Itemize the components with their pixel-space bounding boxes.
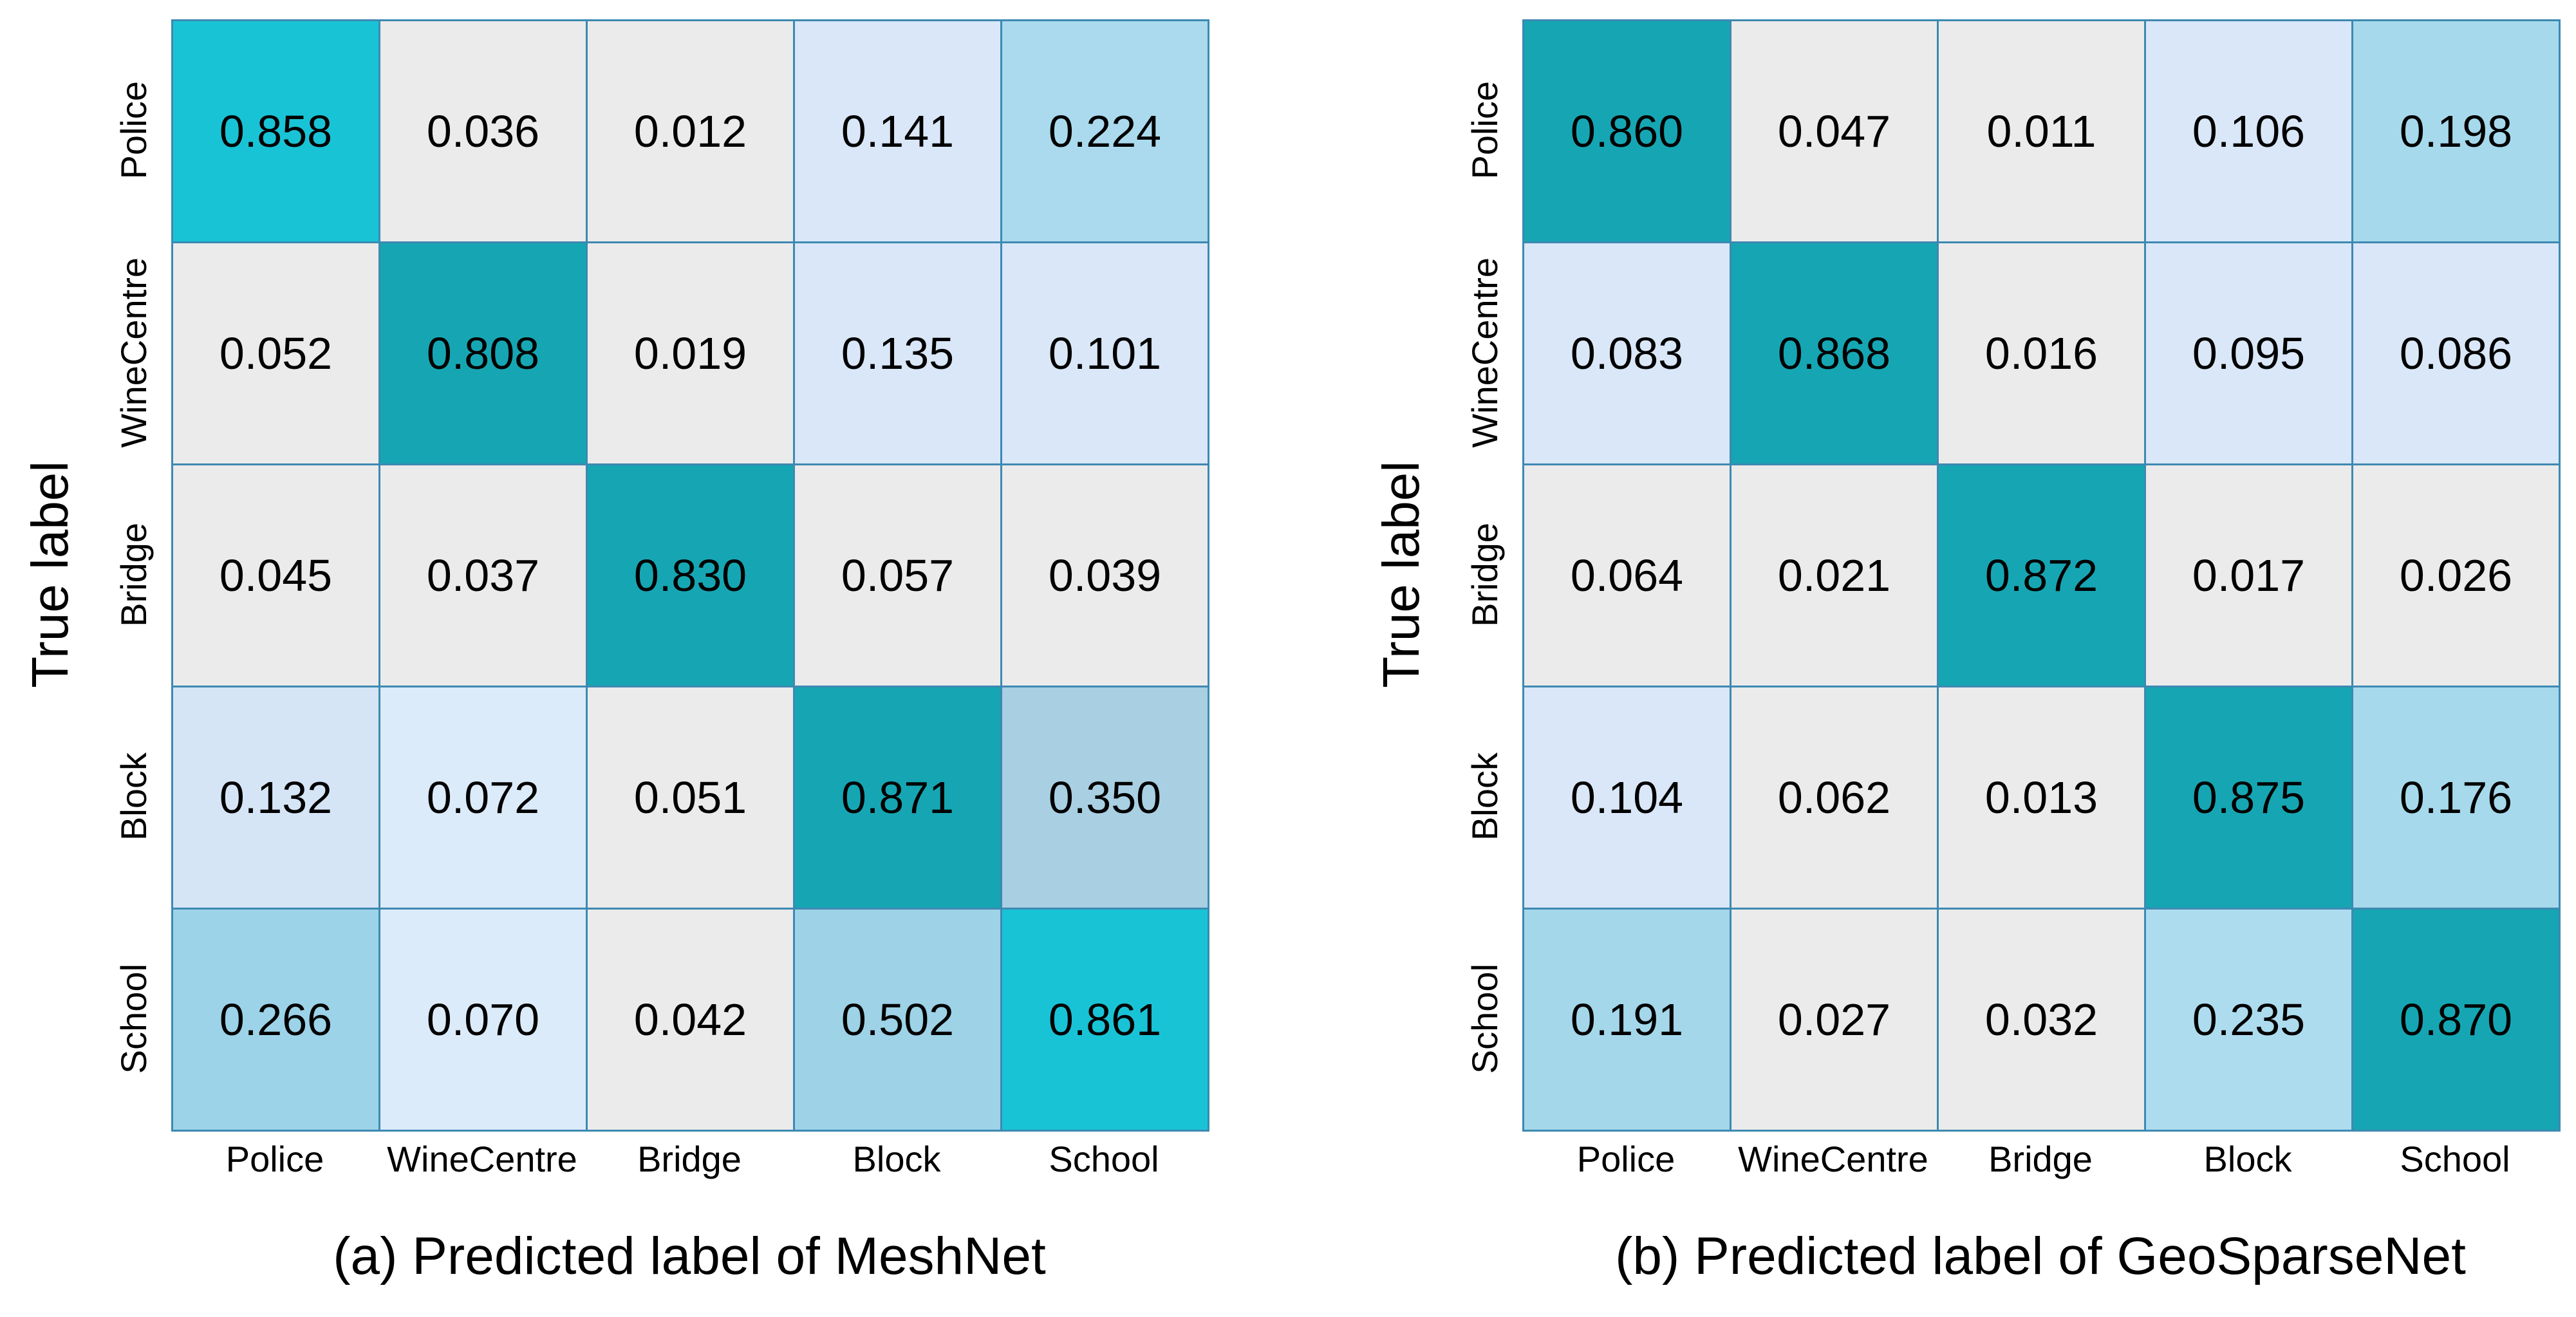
x-tick-label: WineCentre (387, 1139, 577, 1179)
heatmap-cell: 0.858 (173, 21, 380, 243)
panel-meshnet: True label Police WineCentre Bridge Block Sc… (5, 19, 1209, 1287)
heatmap-cell: 0.051 (588, 687, 795, 910)
heatmap-cell: 0.224 (1002, 21, 1209, 243)
y-tick-label: Block (1464, 752, 1505, 841)
y-tick-label: Block (113, 752, 154, 841)
heatmap-cell: 0.017 (2146, 465, 2353, 687)
heatmap-cell: 0.101 (1002, 243, 1209, 465)
heatmap-cell: 0.013 (1939, 687, 2146, 910)
heatmap-cell: 0.037 (380, 465, 588, 687)
heatmap-cell: 0.870 (2353, 910, 2561, 1132)
x-tick-label: Block (2203, 1139, 2292, 1179)
y-axis-title-wrap: True label (1356, 19, 1446, 1130)
heatmap-cell: 0.135 (795, 243, 1002, 465)
y-tick-labels: Police WineCentre Bridge Block School (95, 19, 171, 1130)
x-tick-labels: Police WineCentre Bridge Block School (171, 1138, 1209, 1180)
heatmap-cell: 0.064 (1524, 465, 1731, 687)
heatmap-cell: 0.070 (380, 910, 588, 1132)
heatmap-cell: 0.026 (2353, 465, 2561, 687)
heatmap-cell: 0.032 (1939, 910, 2146, 1132)
heatmap-main: 0.860 0.047 0.011 0.106 0.198 0.083 0.868 0.016… (1522, 19, 2561, 1287)
heatmap-cell: 0.012 (588, 21, 795, 243)
x-tick-label: Bridge (637, 1139, 742, 1179)
heatmap-cell: 0.350 (1002, 687, 1209, 910)
heatmap-cell: 0.861 (1002, 910, 1209, 1132)
heatmap-cell: 0.052 (173, 243, 380, 465)
y-tick-label: Bridge (113, 522, 154, 627)
heatmap-cell: 0.176 (2353, 687, 2561, 910)
heatmap-cell: 0.095 (2146, 243, 2353, 465)
heatmap-main: 0.858 0.036 0.012 0.141 0.224 0.052 0.808 0.019… (171, 19, 1209, 1287)
y-tick-labels: Police WineCentre Bridge Block School (1446, 19, 1522, 1130)
heatmap-cell: 0.057 (795, 465, 1002, 687)
heatmap-cell: 0.047 (1731, 21, 1939, 243)
x-tick-label: School (2400, 1139, 2510, 1179)
x-tick-label: WineCentre (1738, 1139, 1928, 1179)
panel-caption: (a) Predicted label of MeshNet (333, 1227, 1046, 1285)
heatmap-cell: 0.132 (173, 687, 380, 910)
heatmap-cell: 0.039 (1002, 465, 1209, 687)
heatmap-cell: 0.104 (1524, 687, 1731, 910)
heatmap-cell: 0.083 (1524, 243, 1731, 465)
x-tick-labels: Police WineCentre Bridge Block School (1522, 1138, 2561, 1180)
heatmap-cell: 0.106 (2146, 21, 2353, 243)
y-tick-label: Police (113, 81, 154, 180)
y-tick-label: Police (1464, 81, 1505, 180)
confusion-matrix-figure: True label Police WineCentre Bridge Block Sc… (5, 19, 2561, 1287)
heatmap-cell: 0.871 (795, 687, 1002, 910)
heatmap-cell: 0.860 (1524, 21, 1731, 243)
heatmap-cell: 0.086 (2353, 243, 2561, 465)
heatmap-cell: 0.027 (1731, 910, 1939, 1132)
heatmap-cell: 0.036 (380, 21, 588, 243)
heatmap-cell: 0.011 (1939, 21, 2146, 243)
heatmap-cell: 0.021 (1731, 465, 1939, 687)
heatmap-cell: 0.266 (173, 910, 380, 1132)
heatmap-cell: 0.875 (2146, 687, 2353, 910)
x-tick-label: School (1049, 1139, 1159, 1179)
heatmap-cell: 0.808 (380, 243, 588, 465)
y-axis-title: True label (1372, 461, 1430, 688)
x-tick-label: Police (1576, 1139, 1675, 1179)
heatmap-cell: 0.016 (1939, 243, 2146, 465)
y-tick-label: School (1464, 963, 1505, 1074)
heatmap-cell: 0.042 (588, 910, 795, 1132)
heatmap-grid: 0.858 0.036 0.012 0.141 0.224 0.052 0.808 0.019… (171, 19, 1209, 1132)
y-tick-label: Bridge (1464, 522, 1505, 627)
y-tick-label: WineCentre (1464, 257, 1505, 448)
y-tick-label: WineCentre (113, 257, 154, 448)
heatmap-cell: 0.198 (2353, 21, 2561, 243)
panel-caption: (b) Predicted label of GeoSparseNet (1615, 1227, 2466, 1285)
x-tick-label: Police (225, 1139, 324, 1179)
heatmap-cell: 0.141 (795, 21, 1002, 243)
heatmap-cell: 0.235 (2146, 910, 2353, 1132)
heatmap-cell: 0.872 (1939, 465, 2146, 687)
heatmap-grid: 0.860 0.047 0.011 0.106 0.198 0.083 0.868 0.016… (1522, 19, 2561, 1132)
heatmap-cell: 0.045 (173, 465, 380, 687)
y-axis-title-wrap: True label (5, 19, 95, 1130)
x-tick-label: Block (852, 1139, 941, 1179)
heatmap-cell: 0.191 (1524, 910, 1731, 1132)
y-axis-title: True label (21, 461, 79, 688)
panel-geosparsenet: True label Police WineCentre Bridge Block Sc… (1356, 19, 2561, 1287)
heatmap-cell: 0.868 (1731, 243, 1939, 465)
heatmap-cell: 0.072 (380, 687, 588, 910)
heatmap-cell: 0.830 (588, 465, 795, 687)
heatmap-cell: 0.502 (795, 910, 1002, 1132)
y-tick-label: School (113, 963, 154, 1074)
heatmap-cell: 0.062 (1731, 687, 1939, 910)
x-tick-label: Bridge (1988, 1139, 2093, 1179)
heatmap-cell: 0.019 (588, 243, 795, 465)
